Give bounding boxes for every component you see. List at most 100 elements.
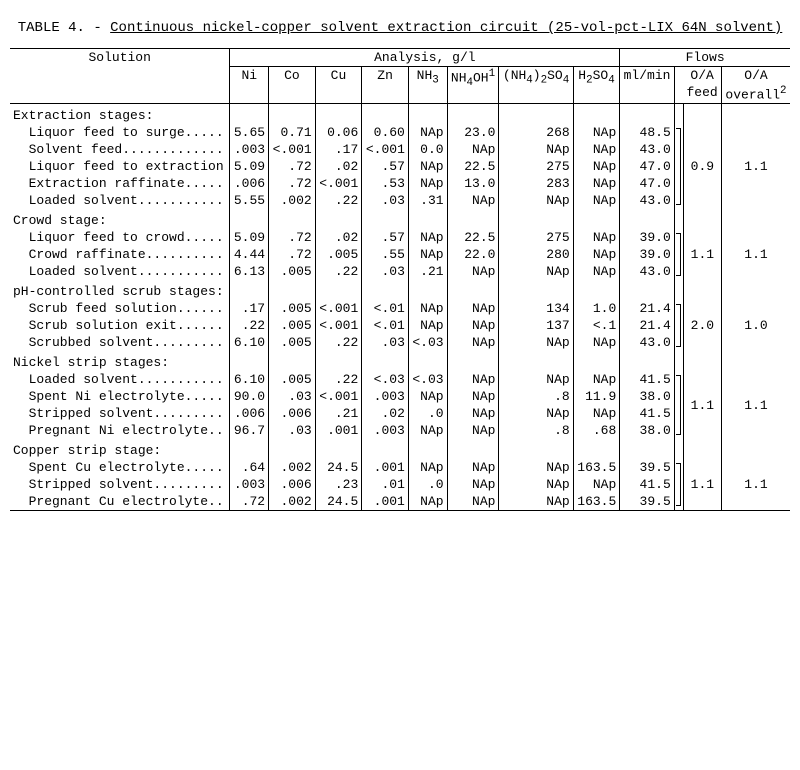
cell-h2so4: 1.0 xyxy=(573,300,620,317)
cell-co: .005 xyxy=(269,371,316,388)
cell-empty xyxy=(362,351,409,371)
row-label: Liquor feed to extraction xyxy=(10,158,230,175)
cell-nh3: NAp xyxy=(408,459,447,476)
cell-ml: 41.5 xyxy=(620,405,674,422)
cell-ni: 5.55 xyxy=(230,192,269,209)
cell-nh4so4: 283 xyxy=(499,175,573,192)
cell-co: .03 xyxy=(269,388,316,405)
cell-empty xyxy=(573,439,620,459)
cell-ml: 39.0 xyxy=(620,246,674,263)
cell-nh3: NAp xyxy=(408,317,447,334)
row-label: Extraction raffinate..... xyxy=(10,175,230,192)
cell-nh3: <.03 xyxy=(408,371,447,388)
cell-empty xyxy=(362,104,409,125)
cell-ml: 43.0 xyxy=(620,334,674,351)
cell-empty xyxy=(269,104,316,125)
cell-empty xyxy=(315,439,362,459)
cell-co: .002 xyxy=(269,493,316,511)
cell-empty xyxy=(620,439,674,459)
cell-zn: .003 xyxy=(362,422,409,439)
cell-zn: .001 xyxy=(362,493,409,511)
cell-cu: .22 xyxy=(315,192,362,209)
cell-nh3: .21 xyxy=(408,263,447,280)
row-label: Liquor feed to crowd..... xyxy=(10,229,230,246)
cell-empty xyxy=(315,280,362,300)
col-nh4oh: NH4OH1 xyxy=(447,67,499,104)
cell-zn: <.01 xyxy=(362,300,409,317)
data-table: Solution Analysis, g/l Flows Ni Co Cu Zn… xyxy=(10,48,790,511)
cell-nh4so4: .8 xyxy=(499,422,573,439)
cell-nh4so4: NAp xyxy=(499,371,573,388)
cell-zn: .02 xyxy=(362,405,409,422)
col-nh4so4: (NH4)2SO4 xyxy=(499,67,573,104)
cell-empty xyxy=(683,104,721,125)
cell-empty xyxy=(499,209,573,229)
cell-h2so4: NAp xyxy=(573,405,620,422)
cell-h2so4: 163.5 xyxy=(573,493,620,511)
section-header: Copper strip stage: xyxy=(10,439,230,459)
cell-nh4oh: 22.0 xyxy=(447,246,499,263)
cell-empty xyxy=(573,351,620,371)
cell-nh4oh: NAp xyxy=(447,493,499,511)
cell-nh3: <.03 xyxy=(408,334,447,351)
cell-zn: <.001 xyxy=(362,141,409,158)
cell-cu: .22 xyxy=(315,371,362,388)
oa-feed: 1.1 xyxy=(683,229,721,280)
cell-nh4so4: 280 xyxy=(499,246,573,263)
cell-empty xyxy=(674,209,683,229)
cell-nh4so4: NAp xyxy=(499,263,573,280)
row-label: Spent Cu electrolyte..... xyxy=(10,459,230,476)
cell-nh4so4: 137 xyxy=(499,317,573,334)
cell-nh4oh: NAp xyxy=(447,300,499,317)
cell-zn: .03 xyxy=(362,263,409,280)
cell-nh4oh: NAp xyxy=(447,422,499,439)
col-oa-over-1: O/A xyxy=(721,67,790,85)
cell-co: .005 xyxy=(269,317,316,334)
cell-zn: .57 xyxy=(362,158,409,175)
brace xyxy=(674,229,683,280)
row-label: Scrub feed solution...... xyxy=(10,300,230,317)
cell-nh3: .0 xyxy=(408,476,447,493)
cell-nh4oh: NAp xyxy=(447,476,499,493)
brace xyxy=(674,459,683,511)
col-nh3: NH3 xyxy=(408,67,447,104)
cell-empty xyxy=(674,439,683,459)
cell-empty xyxy=(721,104,790,125)
cell-h2so4: NAp xyxy=(573,246,620,263)
cell-empty xyxy=(315,209,362,229)
cell-nh3: NAp xyxy=(408,158,447,175)
cell-ni: 4.44 xyxy=(230,246,269,263)
row-label: Scrub solution exit...... xyxy=(10,317,230,334)
cell-cu: .17 xyxy=(315,141,362,158)
cell-nh4oh: NAp xyxy=(447,405,499,422)
cell-ni: .006 xyxy=(230,175,269,192)
row-label: Loaded solvent........... xyxy=(10,192,230,209)
cell-empty xyxy=(721,439,790,459)
cell-nh4oh: 22.5 xyxy=(447,229,499,246)
brace xyxy=(674,371,683,439)
cell-h2so4: NAp xyxy=(573,334,620,351)
cell-co: 0.71 xyxy=(269,124,316,141)
cell-ml: 39.5 xyxy=(620,493,674,511)
col-oa-feed-1: O/A xyxy=(683,67,721,85)
cell-empty xyxy=(362,209,409,229)
cell-nh3: NAp xyxy=(408,175,447,192)
oa-feed: 1.1 xyxy=(683,459,721,511)
table-head: Solution Analysis, g/l Flows Ni Co Cu Zn… xyxy=(10,49,790,104)
cell-empty xyxy=(362,280,409,300)
cell-empty xyxy=(674,351,683,371)
cell-ni: .006 xyxy=(230,405,269,422)
cell-ni: 5.09 xyxy=(230,229,269,246)
cell-empty xyxy=(408,280,447,300)
cell-empty xyxy=(683,280,721,300)
cell-zn: .001 xyxy=(362,459,409,476)
cell-nh4so4: NAp xyxy=(499,476,573,493)
cell-nh4oh: NAp xyxy=(447,459,499,476)
brace xyxy=(674,124,683,209)
cell-h2so4: 163.5 xyxy=(573,459,620,476)
cell-empty xyxy=(721,209,790,229)
cell-nh4so4: NAp xyxy=(499,459,573,476)
cell-cu: <.001 xyxy=(315,175,362,192)
cell-h2so4: NAp xyxy=(573,175,620,192)
cell-empty xyxy=(230,104,269,125)
